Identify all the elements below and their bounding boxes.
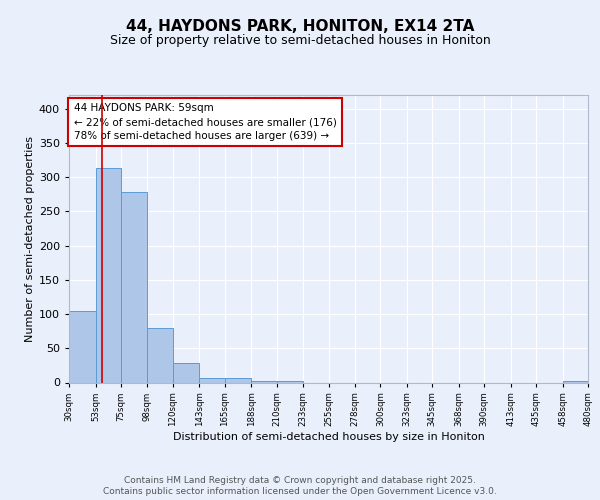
Y-axis label: Number of semi-detached properties: Number of semi-detached properties [25,136,35,342]
Bar [225,378,251,382]
Bar [199,378,225,382]
Text: Contains public sector information licensed under the Open Government Licence v3: Contains public sector information licen… [103,487,497,496]
Bar [121,192,148,382]
Bar [277,381,303,382]
Text: Contains HM Land Registry data © Crown copyright and database right 2025.: Contains HM Land Registry data © Crown c… [124,476,476,485]
Bar [251,381,277,382]
Bar [563,381,588,382]
Bar [69,310,95,382]
X-axis label: Distribution of semi-detached houses by size in Honiton: Distribution of semi-detached houses by … [173,432,484,442]
Text: 44 HAYDONS PARK: 59sqm
← 22% of semi-detached houses are smaller (176)
78% of se: 44 HAYDONS PARK: 59sqm ← 22% of semi-det… [74,103,337,141]
Text: 44, HAYDONS PARK, HONITON, EX14 2TA: 44, HAYDONS PARK, HONITON, EX14 2TA [126,19,474,34]
Bar [148,328,173,382]
Bar [95,168,121,382]
Text: Size of property relative to semi-detached houses in Honiton: Size of property relative to semi-detach… [110,34,490,47]
Bar [173,364,199,382]
